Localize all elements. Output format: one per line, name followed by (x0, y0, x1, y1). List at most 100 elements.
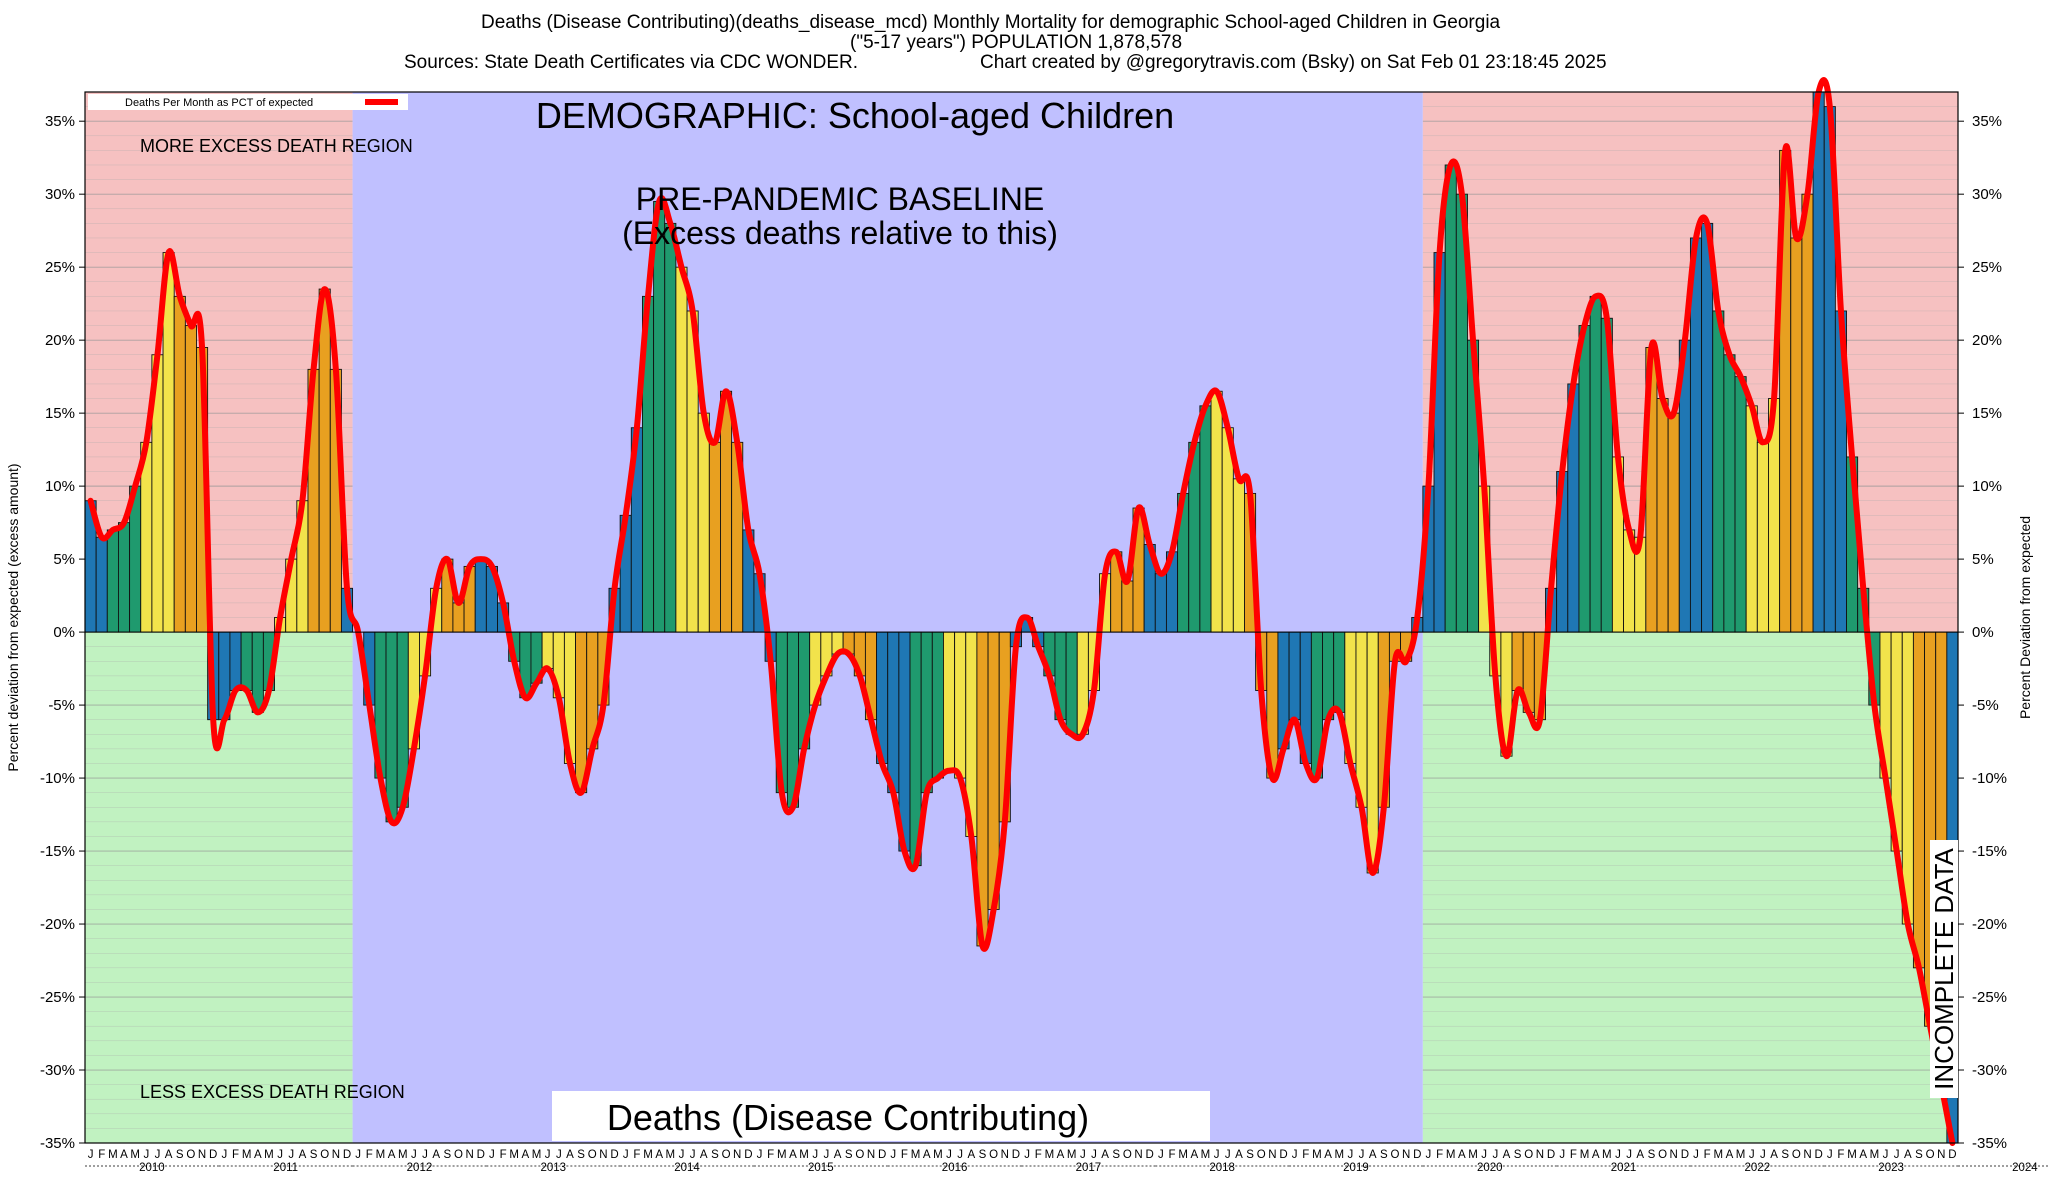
x-month-label: J (545, 1149, 551, 1161)
x-month-label: J (1481, 1149, 1487, 1161)
incomplete-data-label: INCOMPLETE DATA (1929, 847, 1959, 1089)
x-year-label: 2019 (1343, 1162, 1369, 1174)
x-month-label: S (1514, 1149, 1522, 1161)
month-bar (1589, 295, 1602, 633)
x-month-label: M (509, 1149, 519, 1161)
x-month-label: D (1681, 1149, 1689, 1161)
chart-annotations: Percent deviation from expected (excess … (5, 94, 2033, 1141)
x-year-label: 2017 (1076, 1162, 1102, 1174)
month-bar (720, 390, 733, 633)
month-bar (1232, 478, 1245, 633)
y-tick-label-left: -15% (40, 843, 75, 860)
x-month-label: F (901, 1149, 908, 1161)
x-month-label: A (700, 1149, 708, 1161)
legend-label: Deaths Per Month as PCT of expected (125, 97, 313, 109)
month-bar (1199, 405, 1212, 633)
x-month-label: N (867, 1149, 875, 1161)
x-month-label: A (388, 1149, 396, 1161)
month-bar (1745, 405, 1758, 633)
y-tick-label-left: 5% (53, 551, 75, 568)
y-tick-label-right: 0% (1972, 624, 1994, 641)
x-month-label: J (679, 1149, 685, 1161)
x-month-label: A (1859, 1149, 1867, 1161)
x-month-label: A (1770, 1149, 1778, 1161)
x-month-label: A (299, 1149, 307, 1161)
x-year-label: 2016 (942, 1162, 968, 1174)
x-month-label: M (1714, 1149, 1724, 1161)
x-month-label: F (500, 1149, 507, 1161)
x-month-label: D (209, 1149, 217, 1161)
x-month-label: F (1168, 1149, 1175, 1161)
month-bar (1333, 631, 1346, 713)
x-month-label: D (1413, 1149, 1421, 1161)
x-month-label: J (1615, 1149, 1621, 1161)
baseline-sublabel: (Excess deaths relative to this) (622, 215, 1058, 251)
x-month-label: N (1670, 1149, 1678, 1161)
y-tick-label-left: 35% (45, 113, 75, 130)
y-tick-label-right: 15% (1972, 405, 2002, 422)
month-bar (184, 325, 197, 633)
month-bar (474, 558, 487, 633)
x-month-label: D (1814, 1149, 1822, 1161)
month-bar (1065, 631, 1078, 735)
chart-header-credit: Chart created by @gregorytravis.com (Bsk… (980, 52, 1607, 73)
x-month-label: O (1257, 1149, 1266, 1161)
x-month-label: S (1246, 1149, 1254, 1161)
month-bar (1734, 376, 1747, 633)
x-month-label: S (310, 1149, 318, 1161)
x-month-label: A (1904, 1149, 1912, 1161)
x-month-label: J (890, 1149, 896, 1161)
x-month-label: J (1348, 1149, 1354, 1161)
y-tick-label-left: 20% (45, 332, 75, 349)
x-month-label: J (288, 1149, 294, 1161)
x-month-label: N (1268, 1149, 1276, 1161)
x-year-label: 2010 (139, 1162, 165, 1174)
x-month-label: F (232, 1149, 239, 1161)
x-month-label: J (143, 1149, 149, 1161)
month-bar (1801, 193, 1814, 633)
month-bar (697, 412, 710, 633)
x-month-label: J (1024, 1149, 1030, 1161)
x-month-label: A (1369, 1149, 1377, 1161)
x-month-label: A (1190, 1149, 1198, 1161)
x-month-label: S (176, 1149, 184, 1161)
x-month-label: N (332, 1149, 340, 1161)
y-tick-label-right: 30% (1972, 186, 2002, 203)
x-month-label: J (411, 1149, 417, 1161)
x-month-label: A (655, 1149, 663, 1161)
x-month-label: M (376, 1149, 386, 1161)
x-month-label: N (198, 1149, 206, 1161)
x-month-label: M (108, 1149, 118, 1161)
y-tick-label-left: -5% (48, 697, 75, 714)
month-bar (1790, 237, 1803, 633)
month-bar (385, 631, 398, 823)
y-tick-label-right: -25% (1972, 989, 2007, 1006)
x-month-label: A (1057, 1149, 1065, 1161)
month-bar (954, 631, 967, 779)
x-month-label: F (1704, 1149, 1711, 1161)
x-month-label: A (1324, 1149, 1332, 1161)
x-month-label: F (1035, 1149, 1042, 1161)
x-month-label: A (1636, 1149, 1644, 1161)
x-month-label: J (1214, 1149, 1220, 1161)
y-tick-label-right: -35% (1972, 1135, 2007, 1152)
x-month-label: N (733, 1149, 741, 1161)
y-tick-label-left: 30% (45, 186, 75, 203)
chart-header-sources: Sources: State Death Certificates via CD… (404, 52, 859, 73)
x-month-label: M (643, 1149, 653, 1161)
x-month-label: F (1837, 1149, 1844, 1161)
x-month-label: S (444, 1149, 452, 1161)
x-month-label: A (522, 1149, 530, 1161)
x-month-label: N (1803, 1149, 1811, 1161)
x-month-label: D (1948, 1149, 1956, 1161)
less-excess-label: LESS EXCESS DEATH REGION (140, 1082, 405, 1102)
month-bar (1288, 631, 1301, 721)
x-month-label: J (155, 1149, 161, 1161)
month-bar (1444, 164, 1457, 633)
month-bar (106, 529, 119, 633)
x-month-label: M (1736, 1149, 1746, 1161)
y-tick-label-left: -20% (40, 916, 75, 933)
x-month-label: O (186, 1149, 195, 1161)
x-month-label: M (1446, 1149, 1456, 1161)
